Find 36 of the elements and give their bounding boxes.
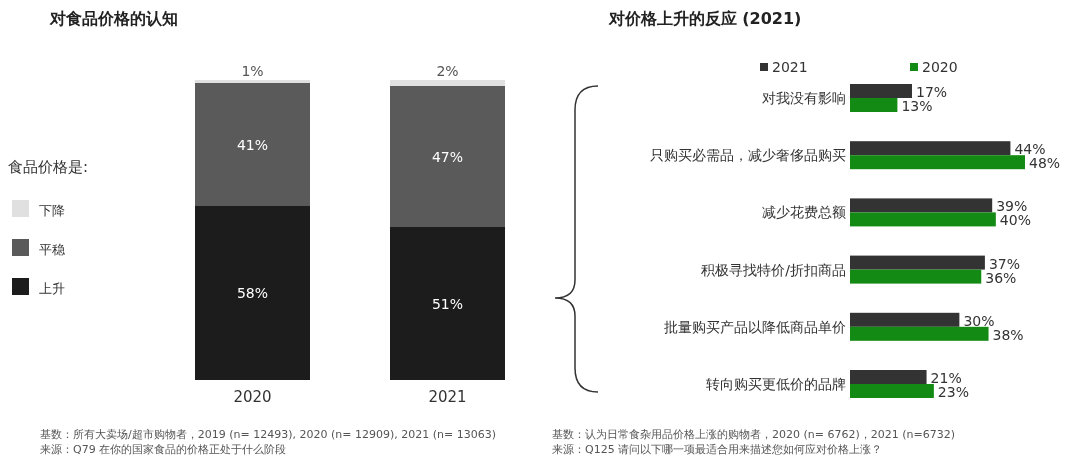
data-label: 37% bbox=[988, 255, 1021, 272]
data-label: 48% bbox=[1029, 155, 1061, 172]
source-note: 来源：Q79 在你的国家食品的价格正处于什么阶段 bbox=[40, 443, 287, 456]
legend-label: 2021 bbox=[772, 59, 808, 75]
data-label: 47% bbox=[431, 148, 464, 165]
data-label: 30% bbox=[963, 312, 995, 329]
data-label: 36% bbox=[985, 269, 1017, 286]
data-label: 40% bbox=[999, 212, 1031, 229]
legend-label: 平稳 bbox=[39, 242, 65, 257]
source-note: 来源：Q125 请问以下哪一项最适合用来描述您如何应对价格上涨？ bbox=[552, 443, 883, 456]
legend-title: 食品价格是: bbox=[8, 158, 89, 176]
data-label: 17% bbox=[915, 84, 948, 100]
text: 对价格上升的反应 (2021) bbox=[607, 9, 802, 28]
data-label: 13% bbox=[901, 98, 933, 114]
data-label: 23% bbox=[937, 384, 969, 400]
data-label: 41% bbox=[236, 136, 269, 153]
legend-label: 上升 bbox=[39, 281, 65, 296]
y-tick-label: 转向购买更低价的品牌 bbox=[706, 376, 846, 392]
data-label: 21% bbox=[930, 370, 962, 386]
y-tick-label: 积极寻找特价/折扣商品 bbox=[701, 261, 846, 278]
y-tick-label: 只购买必需品，减少奢侈品购买 bbox=[650, 147, 846, 164]
data-label: 39% bbox=[996, 198, 1028, 215]
data-label: 2% bbox=[436, 63, 459, 79]
y-tick-label: 对我没有影响 bbox=[762, 90, 846, 106]
chart-title: 对食品价格的认知 bbox=[49, 9, 178, 28]
text: 基数：认为日常食杂用品价格上涨的购物者，2020 (n= 6762)，2021 (n=6732) bbox=[552, 428, 956, 441]
data-label: 51% bbox=[431, 295, 464, 312]
y-tick-label: 减少花费总额 bbox=[762, 204, 846, 221]
data-label: 38% bbox=[992, 326, 1024, 343]
data-label: 1% bbox=[241, 63, 264, 79]
text: 基数：所有大卖场/超市购物者，2019 (n= 12493), 2020 (n= 12909), 2021 (n= 13063) bbox=[40, 428, 496, 441]
legend-label: 2020 bbox=[922, 59, 958, 75]
data-label: 44% bbox=[1014, 141, 1046, 158]
y-tick-label: 批量购买产品以降低商品单价 bbox=[664, 318, 846, 335]
legend-label: 下降 bbox=[39, 203, 65, 218]
data-label: 58% bbox=[236, 285, 269, 301]
